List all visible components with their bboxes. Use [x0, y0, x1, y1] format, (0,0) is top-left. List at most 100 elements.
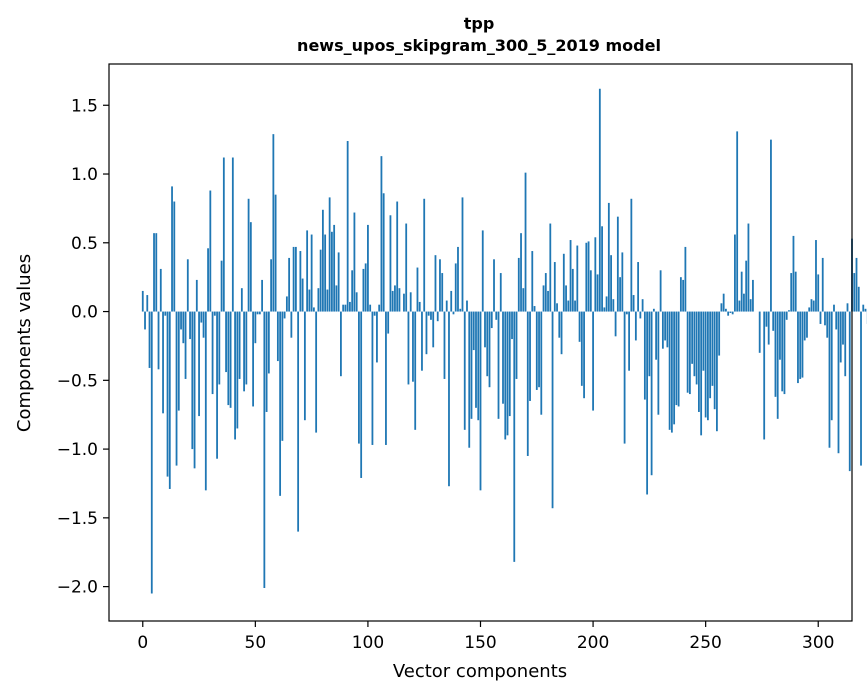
bar [619, 277, 621, 312]
bar [693, 311, 696, 377]
bar [385, 311, 387, 445]
bar [288, 257, 291, 312]
bar [499, 273, 502, 312]
bar [535, 311, 538, 390]
bar [513, 311, 516, 562]
bar [200, 311, 203, 323]
bar [297, 311, 300, 532]
bar [553, 262, 556, 312]
bar [276, 311, 279, 362]
bar [857, 286, 860, 312]
bar [391, 290, 394, 312]
x-tick-label: 200 [577, 633, 609, 653]
bar [380, 156, 383, 312]
bar [202, 311, 205, 338]
bar [844, 311, 847, 377]
bar [580, 311, 583, 386]
bar [709, 311, 712, 399]
bar [695, 311, 698, 385]
bar [470, 311, 473, 419]
bar [587, 241, 590, 312]
bar [290, 311, 293, 338]
bar [177, 311, 180, 411]
bar [376, 311, 378, 363]
bar [227, 311, 230, 406]
bar [173, 201, 176, 312]
bar [344, 304, 347, 312]
bar [725, 308, 727, 312]
bar [794, 271, 797, 312]
bar [168, 311, 171, 489]
bar [731, 311, 734, 315]
bar [218, 311, 221, 385]
bar [310, 234, 313, 312]
bar [198, 311, 200, 417]
bar [153, 233, 155, 312]
bar [806, 311, 808, 338]
bar [657, 311, 660, 415]
bar [279, 311, 282, 496]
y-tick-label: −2.0 [57, 578, 98, 598]
x-tick-label: 250 [689, 633, 721, 653]
bar [803, 311, 806, 341]
bar [220, 260, 223, 312]
bar [815, 240, 817, 312]
bar [475, 311, 477, 408]
bar [346, 141, 349, 312]
bar [835, 311, 838, 330]
bar [265, 311, 268, 412]
y-tick-label: −0.5 [57, 371, 98, 391]
bar [686, 311, 689, 393]
bar [234, 311, 236, 440]
bar [382, 193, 385, 312]
bar [542, 285, 545, 312]
bar [432, 311, 435, 348]
bar [189, 311, 191, 340]
x-axis-label: Vector components [393, 661, 567, 682]
bar [821, 257, 824, 312]
bar [182, 311, 185, 344]
bar [578, 311, 581, 342]
bar [524, 172, 527, 312]
bar [727, 311, 730, 316]
bar [222, 157, 225, 312]
bar [216, 311, 218, 459]
bar [774, 311, 777, 397]
bar [362, 268, 365, 312]
bar [716, 311, 718, 432]
bar [340, 311, 342, 377]
bar [839, 311, 842, 363]
bar [819, 311, 822, 324]
bar [801, 311, 804, 378]
bar [533, 306, 536, 312]
bar [441, 273, 444, 312]
bar [493, 259, 495, 312]
bar [779, 311, 781, 360]
bar [547, 290, 549, 312]
bar [272, 134, 275, 312]
bar [526, 311, 529, 456]
bar [734, 234, 736, 312]
bar [434, 255, 437, 312]
bar [679, 277, 682, 312]
bar [407, 311, 410, 385]
bar [409, 292, 412, 312]
bar [238, 311, 241, 379]
bar [331, 231, 333, 312]
bar [583, 311, 585, 399]
bar [616, 216, 619, 312]
bar [252, 311, 254, 407]
bar [184, 311, 187, 379]
bar [423, 198, 426, 312]
bar [540, 311, 543, 415]
bar [634, 311, 637, 341]
bar [630, 198, 633, 312]
bar [324, 234, 327, 312]
bar [461, 197, 464, 312]
bar [452, 311, 455, 315]
bars-group [141, 88, 867, 594]
bar [522, 288, 525, 312]
bar [702, 311, 705, 371]
bar [666, 311, 669, 348]
bar [236, 311, 239, 429]
